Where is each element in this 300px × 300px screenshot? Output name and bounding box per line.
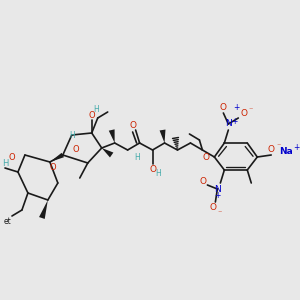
Polygon shape [109, 129, 115, 143]
Text: N: N [214, 184, 221, 194]
Text: +: + [214, 190, 220, 200]
Text: O: O [149, 166, 156, 175]
Text: +: + [231, 116, 238, 125]
Polygon shape [39, 200, 48, 219]
Text: O: O [9, 152, 15, 161]
Text: H: H [69, 130, 75, 140]
Text: O: O [203, 152, 210, 161]
Text: ⁻: ⁻ [217, 208, 222, 217]
Text: ⁻: ⁻ [248, 106, 253, 115]
Text: O: O [241, 110, 248, 118]
Polygon shape [160, 130, 166, 143]
Text: O: O [220, 103, 227, 112]
Text: ⁻: ⁻ [276, 142, 280, 151]
Text: +: + [233, 103, 239, 112]
Text: O: O [50, 164, 56, 172]
Text: O: O [268, 146, 275, 154]
Text: O: O [129, 122, 136, 130]
Polygon shape [50, 153, 64, 162]
Text: et: et [4, 217, 12, 226]
Text: H: H [93, 106, 99, 115]
Text: O: O [210, 203, 217, 212]
Text: +: + [293, 143, 299, 152]
Text: Na: Na [279, 148, 293, 157]
Text: H: H [135, 152, 140, 161]
Text: O: O [200, 178, 207, 187]
Text: O: O [88, 110, 95, 119]
Text: H: H [156, 169, 161, 178]
Polygon shape [102, 148, 113, 158]
Text: N: N [225, 119, 232, 128]
Text: H: H [2, 158, 8, 167]
Text: O: O [73, 146, 79, 154]
